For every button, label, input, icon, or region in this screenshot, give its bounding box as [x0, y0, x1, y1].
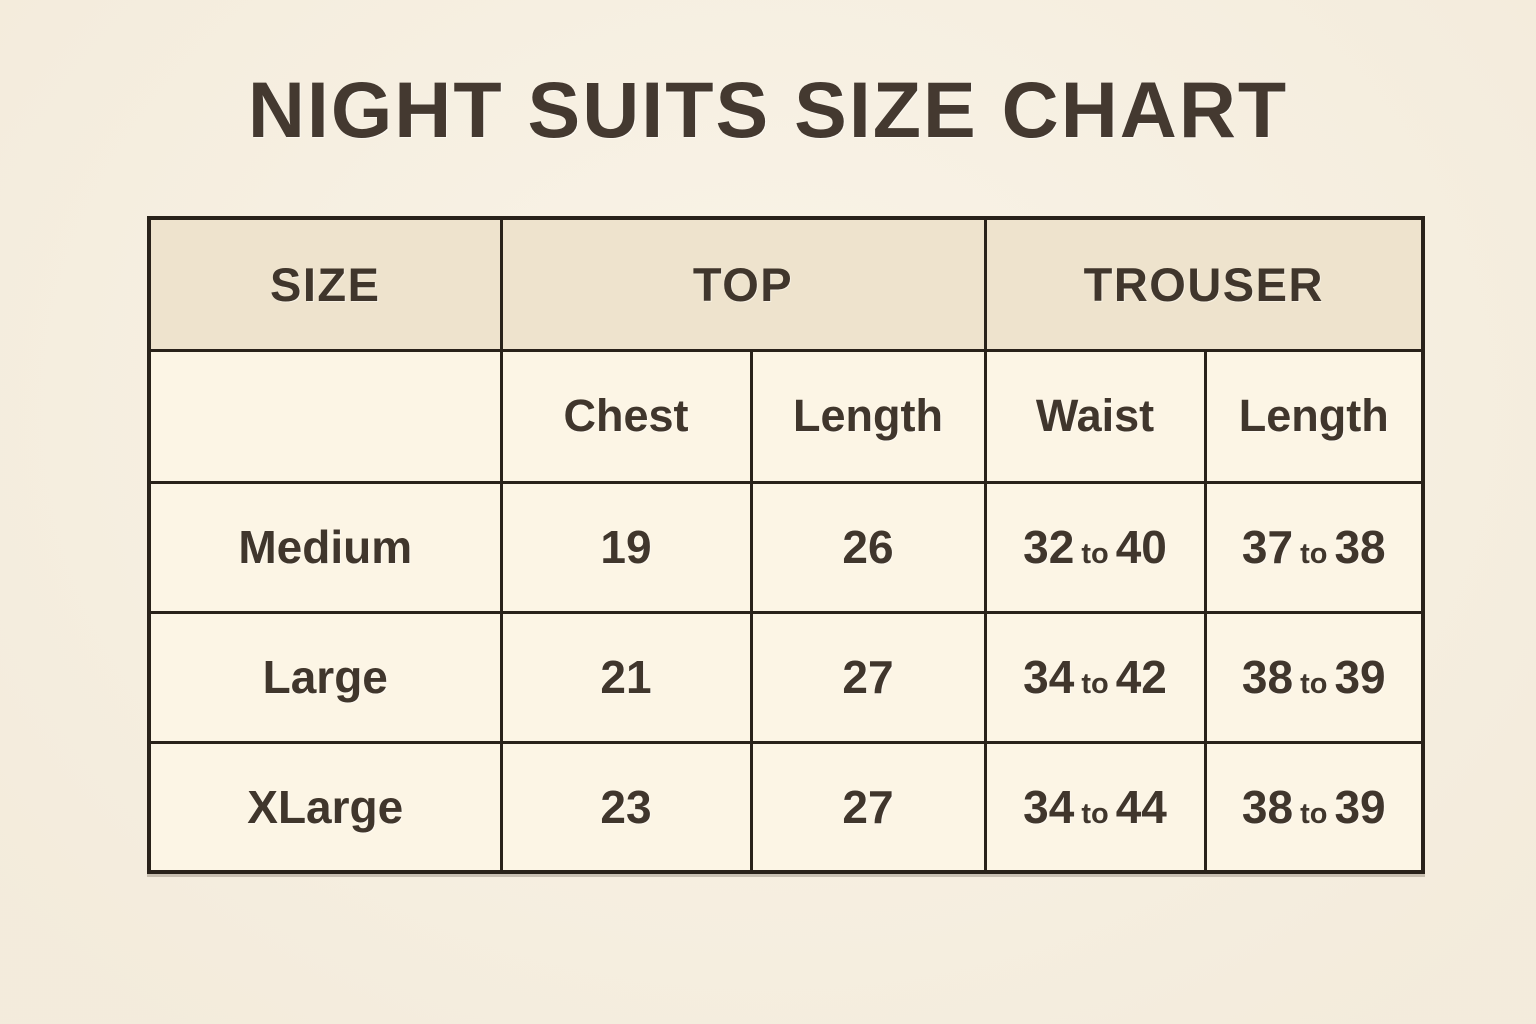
- size-label: Medium: [147, 480, 503, 614]
- range-separator: to: [1300, 668, 1328, 700]
- header-row: SIZE TOP TROUSER: [147, 216, 1425, 352]
- range-from: 32: [1023, 521, 1075, 573]
- subheader-trouser-length: Length: [1203, 348, 1425, 484]
- top-length-value: 26: [749, 480, 987, 614]
- range-separator: to: [1081, 668, 1109, 700]
- range-to: 39: [1334, 780, 1386, 833]
- chest-value: 23: [499, 740, 753, 874]
- range-from: 38: [1241, 780, 1294, 833]
- range-to: 40: [1115, 521, 1167, 573]
- range-separator: to: [1081, 538, 1109, 570]
- trouser-length-range: 38 to 39: [1203, 610, 1425, 744]
- waist-range: 34 to 44: [983, 740, 1207, 874]
- trouser-length-range: 37 to 38: [1203, 480, 1425, 614]
- subheader-row: Chest Length Waist Length: [147, 348, 1425, 484]
- range-to: 38: [1334, 521, 1386, 573]
- range-from: 34: [1023, 651, 1075, 703]
- size-label: XLarge: [147, 740, 503, 874]
- trouser-length-range: 38 to 39: [1203, 740, 1425, 874]
- range-separator: to: [1300, 538, 1328, 570]
- size-label: Large: [147, 610, 503, 744]
- top-length-value: 27: [749, 610, 987, 744]
- range-from: 34: [1023, 780, 1075, 833]
- range-separator: to: [1081, 797, 1109, 830]
- header-size: SIZE: [147, 216, 503, 352]
- chest-value: 19: [499, 480, 753, 614]
- table-row-medium: Medium 19 26 32 to 40 37 to 38: [147, 480, 1425, 614]
- page-title: NIGHT SUITS SIZE CHART: [247, 65, 1289, 154]
- chest-value: 21: [499, 610, 753, 744]
- range-to: 39: [1334, 651, 1386, 703]
- subheader-top-length: Length: [749, 348, 987, 484]
- range-to: 42: [1115, 651, 1167, 703]
- range-to: 44: [1115, 780, 1167, 833]
- size-chart-table: SIZE TOP TROUSER Chest Length Waist Leng…: [147, 216, 1426, 874]
- table-row-xlarge: XLarge 23 27 34 to 44 38 to 39: [147, 740, 1425, 874]
- range-from: 38: [1241, 651, 1294, 703]
- table-row-large: Large 21 27 34 to 42 38 to 39: [147, 610, 1425, 744]
- range-separator: to: [1300, 797, 1328, 830]
- range-from: 37: [1241, 521, 1294, 573]
- header-top: TOP: [499, 216, 987, 352]
- subheader-empty: [147, 348, 503, 484]
- waist-range: 34 to 42: [983, 610, 1207, 744]
- top-length-value: 27: [749, 740, 987, 874]
- waist-range: 32 to 40: [983, 480, 1207, 614]
- subheader-chest: Chest: [499, 348, 753, 484]
- subheader-waist: Waist: [983, 348, 1207, 484]
- header-trouser: TROUSER: [983, 216, 1425, 352]
